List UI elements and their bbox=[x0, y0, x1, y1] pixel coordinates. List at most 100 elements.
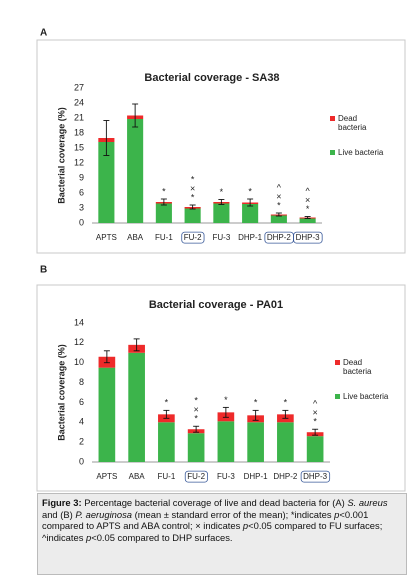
y-tick-label: 18 bbox=[74, 127, 84, 137]
error-bar bbox=[133, 338, 140, 352]
error-bar bbox=[132, 103, 139, 128]
x-tick-label: FU-2 bbox=[184, 233, 202, 242]
significance-mark: * bbox=[284, 398, 288, 408]
bar-segment bbox=[277, 422, 294, 462]
x-tick-label: ABA bbox=[127, 233, 144, 242]
error-bar bbox=[193, 425, 200, 433]
significance-mark: * bbox=[220, 187, 224, 197]
legend-swatch bbox=[330, 116, 335, 121]
significance-mark: * bbox=[194, 396, 198, 406]
chart-title: Bacterial coverage - SA38 bbox=[144, 72, 279, 84]
legend-swatch bbox=[335, 360, 340, 365]
caption-text: p bbox=[334, 508, 340, 520]
error-bar bbox=[103, 120, 110, 156]
category-box bbox=[184, 470, 208, 483]
caption-text: Figure 3: bbox=[42, 497, 82, 508]
error-bar bbox=[222, 406, 229, 418]
significance-mark: * bbox=[313, 417, 317, 427]
panel-label: B bbox=[40, 265, 47, 276]
significance-mark: * bbox=[248, 186, 252, 196]
x-tick-label: APTS bbox=[96, 472, 117, 481]
y-tick-label: 3 bbox=[79, 202, 84, 212]
error-bar bbox=[275, 212, 282, 217]
error-bar bbox=[163, 409, 170, 419]
significance-mark: ^ bbox=[277, 182, 282, 192]
y-tick-label: 0 bbox=[79, 456, 84, 466]
bar-segment bbox=[270, 215, 287, 223]
bar-segment bbox=[184, 208, 201, 223]
y-axis-label: Bacterial coverage (%) bbox=[56, 107, 66, 204]
caption-text: <0.05 compared to DHP surfaces. bbox=[91, 531, 233, 543]
y-tick-label: 0 bbox=[79, 217, 84, 227]
y-tick-label: 14 bbox=[74, 317, 84, 327]
error-bar bbox=[252, 409, 259, 421]
bar-segment bbox=[299, 218, 316, 223]
charts: A Bacterial coverage - SA38 Bacterial cove… bbox=[36, 28, 406, 492]
error-bar bbox=[282, 409, 289, 419]
category-box bbox=[181, 231, 205, 244]
caption-text: <0.05 compared to FU surfaces; ^indicate… bbox=[42, 520, 383, 543]
x-tick-label: FU-2 bbox=[187, 472, 205, 481]
y-axis-label: Bacterial coverage (%) bbox=[56, 344, 66, 441]
y-tick-label: 12 bbox=[74, 157, 84, 167]
x-tick-label: DHP-3 bbox=[296, 233, 321, 242]
x-tick-label: DHP-2 bbox=[267, 233, 292, 242]
error-bar bbox=[189, 204, 196, 210]
figure-caption: Figure 3: Percentage bacterial coverage … bbox=[37, 493, 407, 575]
significance-mark: * bbox=[277, 200, 281, 210]
y-tick-label: 15 bbox=[74, 142, 84, 152]
significance-mark: * bbox=[306, 204, 310, 214]
legend-label: Live bacteria bbox=[343, 392, 389, 401]
significance-mark: * bbox=[191, 192, 195, 202]
panel-label: A bbox=[40, 28, 47, 39]
y-tick-label: 6 bbox=[79, 397, 84, 407]
significance-mark: * bbox=[194, 414, 198, 424]
x-tick-label: APTS bbox=[96, 233, 117, 242]
x-tick-label: DHP-2 bbox=[273, 472, 298, 481]
y-tick-label: 6 bbox=[79, 187, 84, 197]
x-tick-label: FU-3 bbox=[212, 233, 230, 242]
y-tick-label: 8 bbox=[79, 377, 84, 387]
bar-segment bbox=[306, 436, 324, 462]
x-tick-label: DHP-1 bbox=[238, 233, 263, 242]
legend-label: Dead bacteria bbox=[343, 358, 372, 376]
error-bar bbox=[247, 198, 254, 207]
caption-text: P. aeruginosa bbox=[75, 508, 133, 520]
caption-text: p bbox=[242, 520, 249, 531]
y-tick-label: 9 bbox=[79, 172, 84, 182]
y-tick-label: 4 bbox=[79, 417, 84, 427]
x-tick-label: FU-1 bbox=[157, 472, 175, 481]
bar-segment bbox=[155, 203, 172, 223]
error-bar bbox=[103, 350, 110, 364]
bar-segment bbox=[242, 204, 259, 223]
error-bar bbox=[304, 216, 311, 219]
caption-text: S. aureus bbox=[347, 497, 388, 508]
category-box bbox=[293, 231, 323, 244]
caption-text: Percentage bacterial coverage of live an… bbox=[81, 497, 348, 508]
x-tick-label: ABA bbox=[129, 472, 146, 481]
x-tick-label: FU-1 bbox=[155, 233, 173, 242]
significance-mark: ^ bbox=[306, 186, 311, 196]
category-box bbox=[300, 470, 331, 483]
bar-segment bbox=[127, 119, 144, 223]
significance-mark: * bbox=[162, 186, 166, 196]
legend-label: Live bacteria bbox=[338, 148, 384, 157]
significance-mark: * bbox=[165, 398, 169, 408]
x-tick-label: FU-3 bbox=[217, 472, 235, 481]
x-tick-label: DHP-1 bbox=[244, 472, 269, 481]
error-bar bbox=[218, 199, 225, 205]
significance-mark: × bbox=[312, 408, 317, 418]
y-tick-label: 2 bbox=[79, 437, 84, 447]
bar-segment bbox=[213, 203, 230, 223]
bar-segment bbox=[217, 421, 235, 462]
y-tick-label: 12 bbox=[74, 337, 84, 347]
significance-mark: × bbox=[193, 405, 198, 415]
significance-mark: × bbox=[305, 195, 310, 205]
y-tick-label: 27 bbox=[74, 82, 84, 92]
y-tick-label: 21 bbox=[74, 112, 84, 122]
legend-swatch bbox=[330, 150, 335, 155]
x-tick-label: DHP-3 bbox=[303, 472, 328, 481]
significance-mark: * bbox=[191, 174, 195, 184]
bar-segment bbox=[158, 422, 175, 462]
significance-mark: × bbox=[190, 183, 195, 193]
